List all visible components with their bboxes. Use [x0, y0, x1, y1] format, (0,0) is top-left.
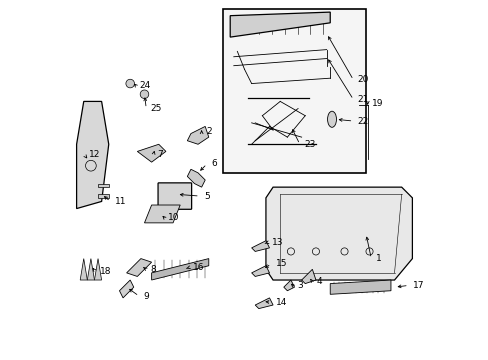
- Circle shape: [140, 90, 148, 99]
- Polygon shape: [301, 269, 315, 284]
- Text: 22: 22: [357, 117, 368, 126]
- Bar: [223, 9, 365, 173]
- Text: 5: 5: [203, 192, 209, 201]
- Text: 6: 6: [211, 159, 217, 168]
- Polygon shape: [255, 298, 272, 309]
- Text: 21: 21: [357, 95, 368, 104]
- Text: 15: 15: [275, 260, 286, 269]
- Polygon shape: [77, 102, 108, 208]
- Text: 7: 7: [157, 150, 163, 159]
- Text: 24: 24: [140, 81, 151, 90]
- Polygon shape: [265, 187, 411, 280]
- Text: 10: 10: [168, 213, 180, 222]
- Polygon shape: [126, 258, 151, 276]
- Text: 8: 8: [150, 265, 156, 274]
- Polygon shape: [187, 169, 205, 187]
- Text: 18: 18: [99, 267, 111, 276]
- Text: 23: 23: [304, 140, 315, 149]
- Text: 9: 9: [143, 292, 149, 301]
- Polygon shape: [283, 280, 294, 291]
- Polygon shape: [329, 280, 390, 294]
- Polygon shape: [251, 266, 269, 276]
- Text: 3: 3: [296, 281, 302, 290]
- Polygon shape: [137, 144, 165, 162]
- Ellipse shape: [327, 111, 336, 127]
- Bar: [98, 194, 108, 198]
- Polygon shape: [119, 280, 134, 298]
- Text: 1: 1: [375, 254, 381, 263]
- Text: 20: 20: [357, 76, 368, 85]
- Polygon shape: [187, 126, 208, 144]
- Text: 11: 11: [115, 197, 126, 206]
- Text: 19: 19: [371, 99, 383, 108]
- Polygon shape: [87, 258, 94, 280]
- Polygon shape: [144, 205, 180, 223]
- Polygon shape: [230, 12, 329, 37]
- Text: 4: 4: [316, 277, 322, 286]
- Text: 25: 25: [150, 104, 162, 113]
- FancyBboxPatch shape: [158, 183, 191, 209]
- Text: 14: 14: [275, 298, 286, 307]
- Polygon shape: [94, 258, 102, 280]
- Bar: [98, 184, 108, 187]
- Text: 2: 2: [205, 127, 211, 136]
- Polygon shape: [151, 258, 208, 280]
- Text: 12: 12: [88, 150, 100, 159]
- Text: 17: 17: [412, 281, 424, 290]
- Polygon shape: [80, 258, 87, 280]
- Text: 16: 16: [193, 263, 204, 272]
- Polygon shape: [251, 241, 269, 251]
- Text: 13: 13: [271, 238, 283, 247]
- Circle shape: [125, 79, 134, 88]
